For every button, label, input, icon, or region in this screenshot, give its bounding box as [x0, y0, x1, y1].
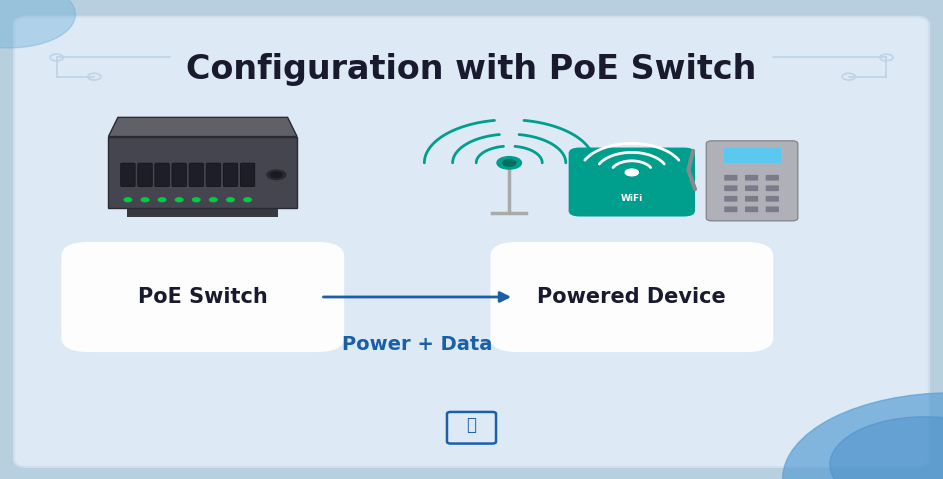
- Circle shape: [625, 169, 638, 176]
- Circle shape: [271, 172, 282, 178]
- Text: Configuration with PoE Switch: Configuration with PoE Switch: [187, 53, 756, 86]
- Text: PoE Switch: PoE Switch: [138, 287, 268, 307]
- FancyBboxPatch shape: [121, 163, 135, 187]
- Text: Power + Data: Power + Data: [342, 335, 492, 354]
- FancyBboxPatch shape: [240, 163, 255, 187]
- FancyBboxPatch shape: [207, 163, 221, 187]
- Circle shape: [830, 417, 943, 479]
- Circle shape: [226, 198, 234, 202]
- FancyBboxPatch shape: [766, 196, 779, 202]
- Circle shape: [209, 198, 217, 202]
- FancyBboxPatch shape: [766, 175, 779, 181]
- Polygon shape: [108, 117, 297, 137]
- Text: Ⓟ: Ⓟ: [467, 416, 476, 434]
- FancyBboxPatch shape: [745, 185, 758, 191]
- FancyBboxPatch shape: [706, 141, 798, 221]
- FancyBboxPatch shape: [724, 196, 737, 202]
- Text: Powered Device: Powered Device: [538, 287, 726, 307]
- FancyBboxPatch shape: [724, 175, 737, 181]
- Circle shape: [141, 198, 149, 202]
- FancyBboxPatch shape: [14, 17, 929, 467]
- Circle shape: [497, 157, 521, 169]
- FancyBboxPatch shape: [724, 148, 781, 163]
- FancyBboxPatch shape: [745, 175, 758, 181]
- Circle shape: [124, 198, 132, 202]
- FancyBboxPatch shape: [189, 163, 204, 187]
- Polygon shape: [108, 137, 297, 208]
- Circle shape: [0, 0, 75, 48]
- FancyBboxPatch shape: [724, 206, 737, 212]
- FancyBboxPatch shape: [745, 196, 758, 202]
- FancyBboxPatch shape: [223, 163, 238, 187]
- Text: WiFi: WiFi: [620, 194, 643, 203]
- Circle shape: [503, 160, 516, 166]
- FancyBboxPatch shape: [490, 242, 773, 352]
- FancyBboxPatch shape: [766, 206, 779, 212]
- Circle shape: [244, 198, 252, 202]
- FancyBboxPatch shape: [745, 206, 758, 212]
- FancyBboxPatch shape: [61, 242, 344, 352]
- FancyBboxPatch shape: [172, 163, 187, 187]
- Circle shape: [192, 198, 200, 202]
- FancyBboxPatch shape: [127, 208, 278, 217]
- Circle shape: [175, 198, 183, 202]
- Circle shape: [783, 393, 943, 479]
- FancyBboxPatch shape: [138, 163, 152, 187]
- FancyBboxPatch shape: [155, 163, 170, 187]
- Circle shape: [158, 198, 166, 202]
- FancyBboxPatch shape: [766, 185, 779, 191]
- FancyBboxPatch shape: [569, 148, 695, 217]
- Circle shape: [267, 170, 286, 180]
- FancyBboxPatch shape: [724, 185, 737, 191]
